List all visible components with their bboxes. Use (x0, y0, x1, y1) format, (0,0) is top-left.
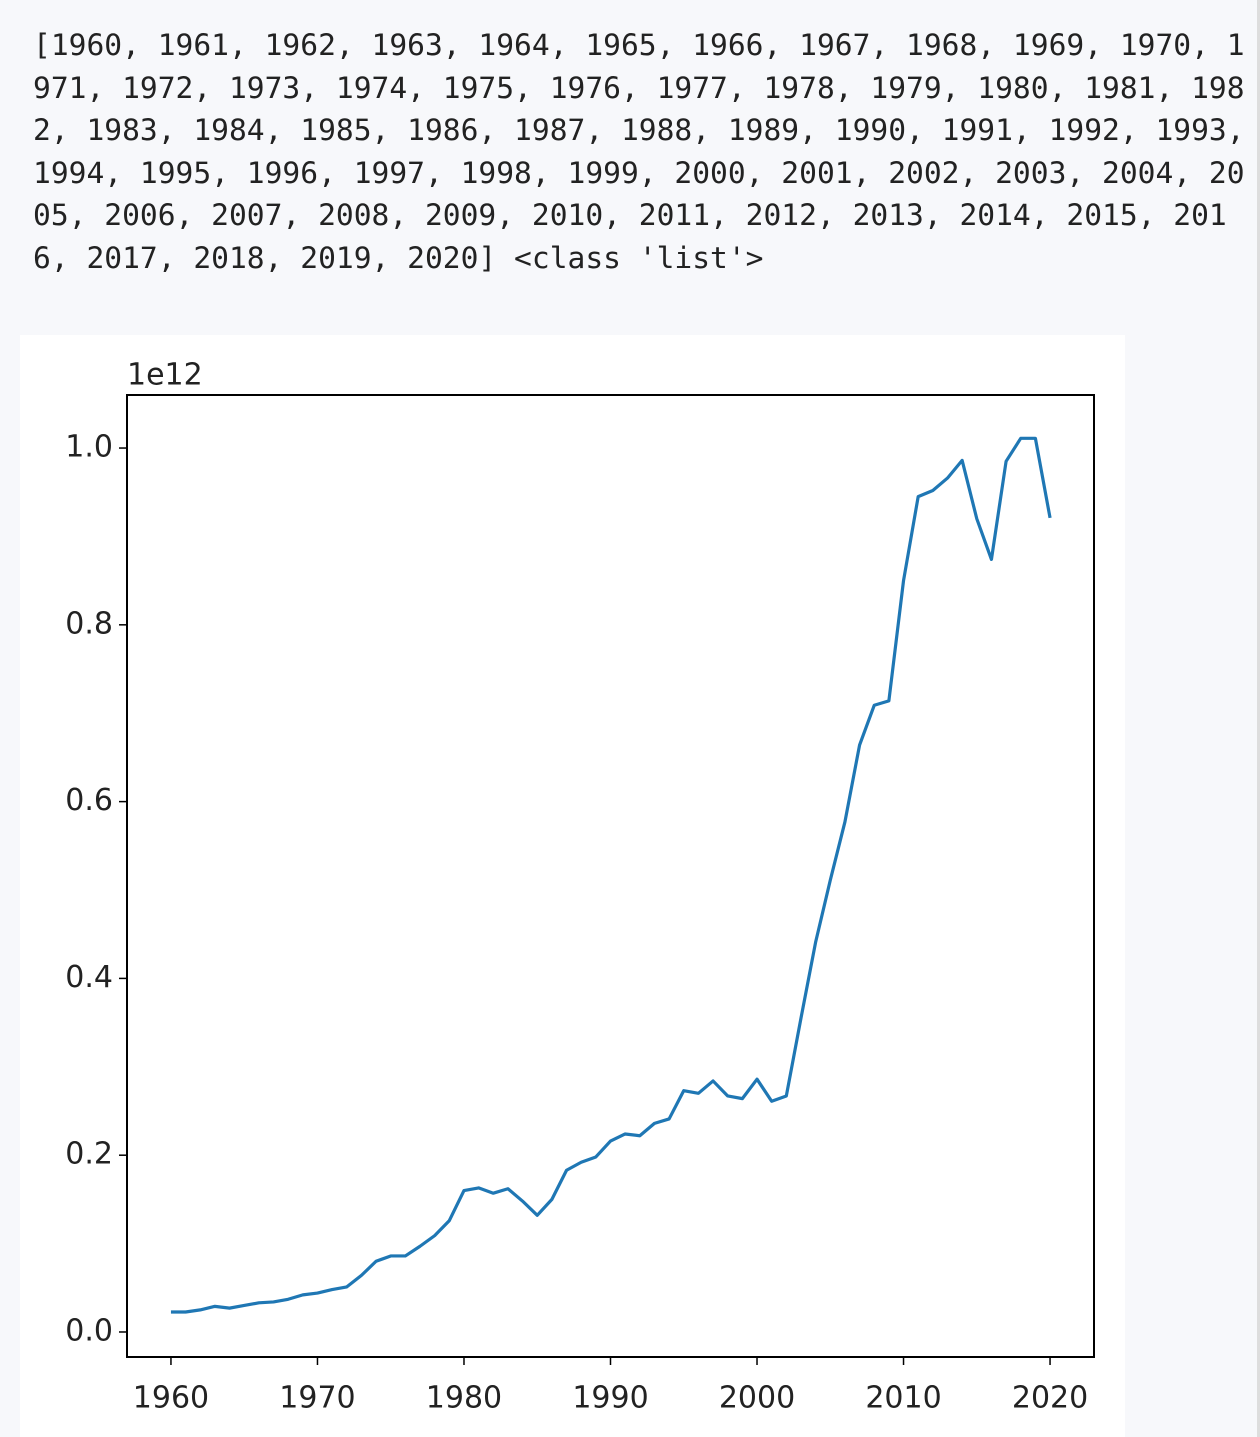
x-tick-label: 2000 (719, 1381, 795, 1416)
x-tick-label: 1970 (279, 1381, 355, 1416)
data-line (170, 436, 1052, 1314)
x-tick-label: 2020 (1012, 1381, 1088, 1416)
scroll-edge (1257, 0, 1260, 1437)
y-tick-label: 0.6 (65, 783, 113, 818)
y-offset-text: 1e12 (127, 358, 203, 393)
x-tick-label: 1980 (426, 1381, 502, 1416)
y-tick-label: 0.0 (65, 1313, 113, 1348)
x-tick-label: 1990 (572, 1381, 648, 1416)
y-tick-label: 0.4 (65, 960, 113, 995)
plot-image (20, 335, 1125, 1437)
cell-output-text: [1960, 1961, 1962, 1963, 1964, 1965, 196… (33, 28, 1245, 275)
y-tick-label: 0.8 (65, 606, 113, 641)
axes-frame (126, 394, 1095, 1358)
x-tick-label: 1960 (133, 1381, 209, 1416)
y-tick-label: 1.0 (65, 430, 113, 465)
y-tick-label: 0.2 (65, 1137, 113, 1172)
x-tick-label: 2010 (865, 1381, 941, 1416)
